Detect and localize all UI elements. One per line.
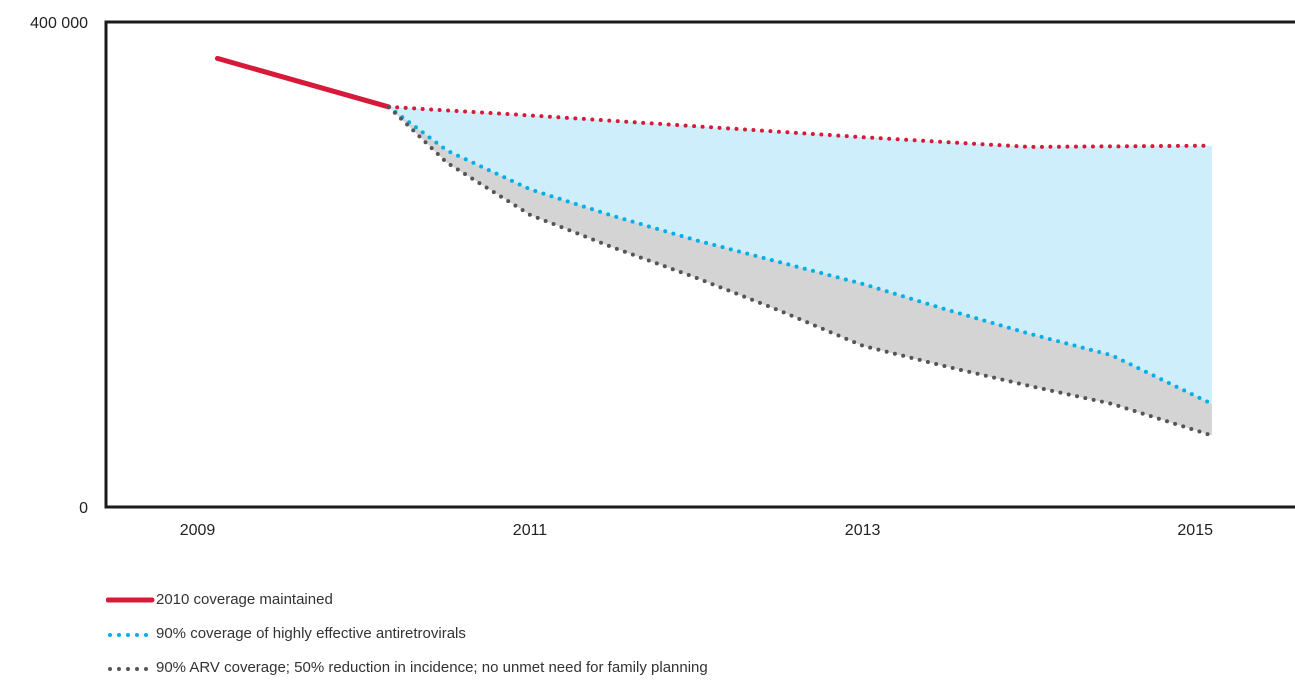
legend-label: 90% ARV coverage; 50% reduction in incid… <box>156 659 708 676</box>
legend-swatch-coverage-maintained <box>106 597 155 603</box>
series-lines <box>214 55 1214 438</box>
x-tick-label-2009: 2009 <box>180 522 216 539</box>
shaded-area-1 <box>388 106 1212 404</box>
axes <box>104 20 1295 509</box>
legend-label: 90% coverage of highly effective antiret… <box>156 625 466 642</box>
axis-frame <box>104 20 1295 509</box>
x-tick-label-2011: 2011 <box>513 522 548 539</box>
x-tick-label-2015: 2015 <box>1177 522 1213 539</box>
x-tick-label-2013: 2013 <box>845 522 881 539</box>
shaded-area-2 <box>388 106 1212 436</box>
legend-label: 2010 coverage maintained <box>156 591 333 608</box>
legend-swatch-arv-incidence <box>108 667 154 671</box>
series-line-90-coverage-of-highly-effective-antiretrovirals-dotted <box>386 104 1214 406</box>
series-line-90-arv-coverage-50-reduction-in-incidence-no-unmet-need-for-family-planning-dotted <box>386 104 1214 438</box>
tick-labels: 2009 2011 2013 2015 0 400 000 <box>30 15 1213 539</box>
y-tick-label-400-000: 400 000 <box>30 15 88 32</box>
series-line-2010-coverage-maintained-dotted <box>386 104 1214 149</box>
shaded-areas <box>388 106 1212 436</box>
y-tick-label-0: 0 <box>79 500 88 517</box>
series-line-2010-coverage-maintained-solid <box>214 55 392 110</box>
legend-swatch-antiretrovirals <box>108 633 154 637</box>
